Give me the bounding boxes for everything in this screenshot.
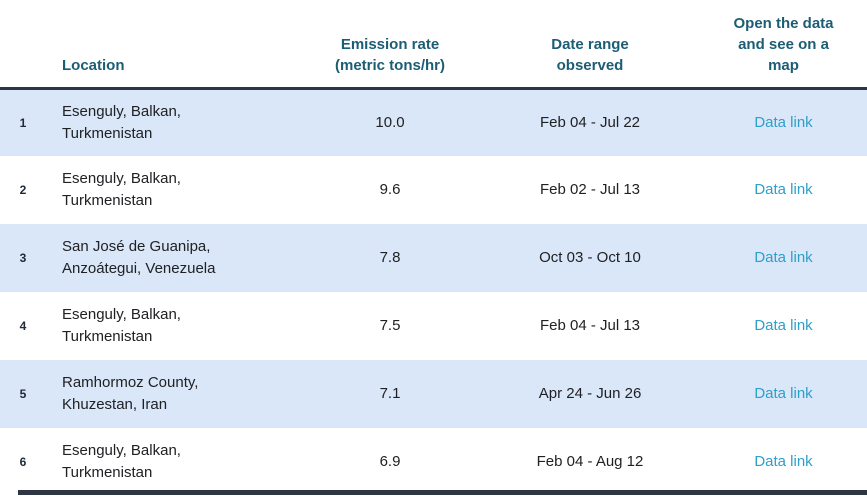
location-cell: Esenguly, Balkan, Turkmenistan: [62, 442, 181, 481]
date-range-cell: Feb 04 - Aug 12: [536, 453, 644, 470]
table-row: 2 Esenguly, Balkan, Turkmenistan 9.6 Feb…: [0, 156, 867, 224]
row-number: 2: [19, 183, 27, 197]
table-row: 6 Esenguly, Balkan, Turkmenistan 6.9 Feb…: [0, 428, 867, 496]
row-number: 3: [19, 251, 27, 265]
date-range-cell: Feb 02 - Jul 13: [539, 181, 641, 198]
location-cell: San José de Guanipa, Anzoátegui, Venezue…: [62, 238, 216, 277]
data-link[interactable]: Data link: [754, 317, 813, 334]
table-body: 1 Esenguly, Balkan, Turkmenistan 10.0 Fe…: [0, 88, 867, 496]
location-column-header: Location: [46, 0, 300, 90]
rank-column-header: [0, 0, 46, 90]
emission-rate-cell: 7.1: [379, 385, 401, 402]
date-range-cell: Feb 04 - Jul 13: [539, 317, 641, 334]
data-link[interactable]: Data link: [754, 249, 813, 266]
horizontal-scrollbar[interactable]: [18, 490, 867, 495]
row-number: 1: [19, 115, 27, 130]
table-row: 5 Ramhormoz County, Khuzestan, Iran 7.1 …: [0, 360, 867, 428]
data-link[interactable]: Data link: [754, 385, 813, 402]
row-number: 5: [19, 387, 27, 401]
date-range-column-header: Date range observed: [480, 0, 700, 90]
map-link-column-header: Open the data and see on a map: [700, 0, 867, 90]
date-range-cell: Apr 24 - Jun 26: [538, 385, 642, 402]
row-number: 4: [19, 319, 27, 333]
emission-rate-cell: 6.9: [379, 453, 401, 470]
data-link[interactable]: Data link: [754, 181, 813, 198]
table-row: 3 San José de Guanipa, Anzoátegui, Venez…: [0, 224, 867, 292]
location-cell: Ramhormoz County, Khuzestan, Iran: [62, 374, 199, 413]
date-range-cell: Oct 03 - Oct 10: [539, 249, 641, 266]
row-number: 6: [19, 455, 27, 469]
emission-rate-cell: 7.5: [379, 317, 401, 334]
table-header-row: Location Emission rate (metric tons/hr) …: [0, 0, 867, 90]
data-link[interactable]: Data link: [754, 113, 813, 131]
data-link[interactable]: Data link: [754, 453, 813, 470]
emission-rate-cell: 10.0: [375, 113, 405, 131]
location-cell: Esenguly, Balkan, Turkmenistan: [62, 170, 181, 209]
emission-rate-cell: 7.8: [379, 249, 401, 266]
location-cell: Esenguly, Balkan, Turkmenistan: [62, 102, 181, 142]
emission-rate-column-header: Emission rate (metric tons/hr): [300, 0, 480, 90]
table-row: 1 Esenguly, Balkan, Turkmenistan 10.0 Fe…: [0, 88, 867, 156]
emission-rate-cell: 9.6: [379, 181, 401, 198]
date-range-cell: Feb 04 - Jul 22: [539, 113, 641, 131]
table-row: 4 Esenguly, Balkan, Turkmenistan 7.5 Feb…: [0, 292, 867, 360]
location-cell: Esenguly, Balkan, Turkmenistan: [62, 306, 181, 345]
